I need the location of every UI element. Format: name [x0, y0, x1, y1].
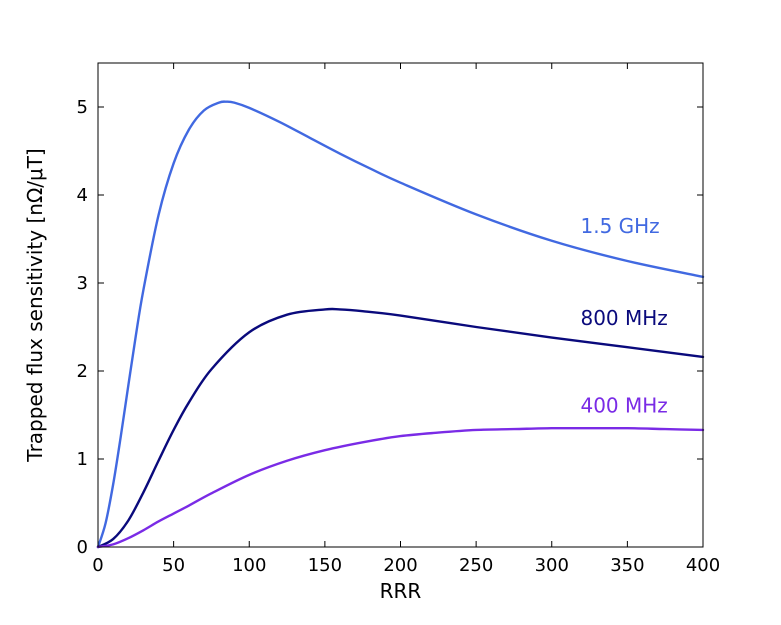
series-label-800-mhz: 800 MHz: [580, 306, 667, 330]
y-tick-label: 5: [77, 97, 88, 118]
x-axis-label: RRR: [380, 579, 422, 603]
x-tick-label: 250: [459, 555, 493, 576]
series-line-400-mhz: [96, 426, 705, 549]
y-tick-label: 0: [77, 537, 88, 558]
x-tick-label: 100: [232, 555, 266, 576]
series-label-400-mhz: 400 MHz: [580, 393, 667, 417]
y-tick-label: 2: [77, 361, 88, 382]
x-tick-label: 0: [92, 555, 103, 576]
x-tick-label: 300: [535, 555, 569, 576]
series-label-1-5-ghz: 1.5 GHz: [580, 214, 659, 238]
y-axis-label: Trapped flux sensitivity [nΩ/μT]: [23, 148, 47, 462]
series-line-800-mhz: [96, 307, 705, 549]
x-tick-label: 350: [610, 555, 644, 576]
y-tick-label: 1: [77, 449, 88, 470]
x-tick-label: 50: [162, 555, 185, 576]
y-tick-label: 4: [77, 185, 88, 206]
series-layer: [96, 100, 705, 549]
tick-layer: 0 50 100 150 200 250 300 350 400 0 1 2 3 4 5: [77, 63, 720, 576]
x-tick-label: 200: [383, 555, 417, 576]
x-tick-label: 400: [686, 555, 720, 576]
y-tick-label: 3: [77, 273, 88, 294]
annotation-layer: 1.5 GHz 800 MHz 400 MHz: [580, 214, 667, 418]
series-line-1-5-ghz: [96, 100, 705, 549]
x-tick-label: 150: [308, 555, 342, 576]
